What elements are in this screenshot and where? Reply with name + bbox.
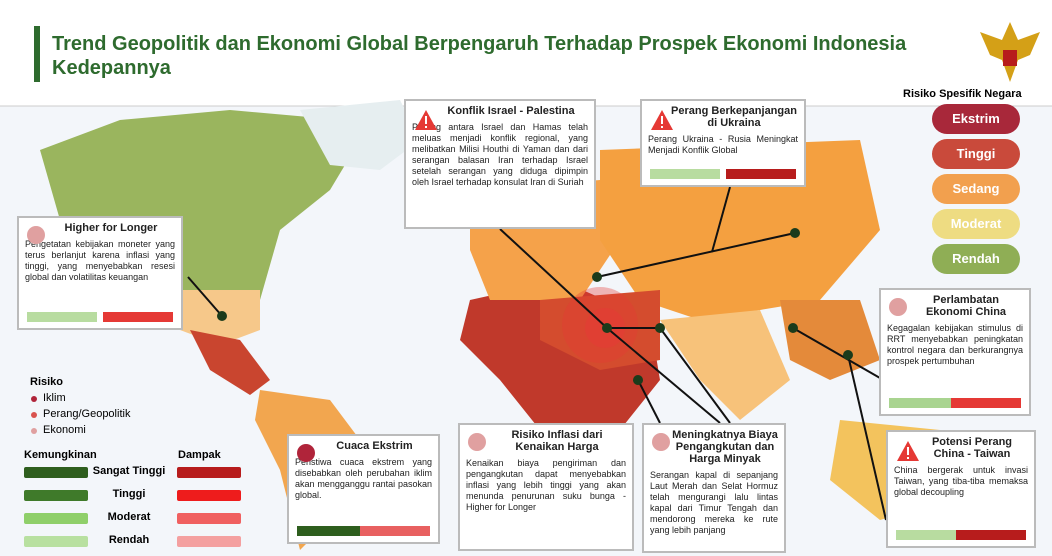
risk-box: Konflik Israel - Palestina Perang antara … <box>404 99 596 229</box>
risk-icon <box>468 433 486 451</box>
box-body: Perang Ukraina - Rusia Meningkat Menjadi… <box>648 134 798 155</box>
risk-level: Sedang <box>932 174 1020 204</box>
impact-swatch <box>177 513 241 524</box>
box-body: Kenaikan biaya pengiriman dan pengangkut… <box>466 458 626 512</box>
risk-icon <box>650 109 673 130</box>
likelihood-bar <box>27 312 97 322</box>
box-bars <box>297 526 430 536</box>
box-title: Konflik Israel - Palestina <box>447 105 575 117</box>
warning-icon <box>897 441 919 461</box>
box-bars <box>650 169 796 179</box>
impact-bar <box>951 398 1021 408</box>
risk-dot <box>31 428 37 434</box>
likelihood-bar <box>896 530 966 540</box>
risk-box: Perang Berkepanjangan di Ukraina Perang U… <box>640 99 806 187</box>
risk-dot <box>31 412 37 418</box>
risk-icon <box>652 433 670 451</box>
risk-dot <box>31 396 37 402</box>
likelihood-bar <box>889 398 959 408</box>
risk-level: Moderat <box>932 209 1020 239</box>
box-title: Perang Berkepanjangan di Ukraina <box>671 105 797 129</box>
box-body: Pengetatan kebijakan moneter yang terus … <box>25 239 175 282</box>
box-bars <box>27 312 173 322</box>
impact-bar <box>956 530 1026 540</box>
risk-icon <box>297 444 315 462</box>
box-title: Potensi Perang China - Taiwan <box>931 436 1013 460</box>
box-title: Higher for Longer <box>64 222 158 234</box>
box-body: Perang antara Israel dan Hamas telah mel… <box>412 122 588 187</box>
impact-swatch <box>177 536 241 547</box>
likelihood-swatch <box>24 536 88 547</box>
level-label: Moderat <box>107 511 151 523</box>
title: Trend Geopolitik dan Ekonomi Global Berp… <box>52 33 907 79</box>
box-title: Meningkatnya Biaya Pengangkutan dan Harg… <box>672 429 778 465</box>
impact-bar <box>103 312 173 322</box>
impact-swatch <box>177 467 241 478</box>
likelihood-bar <box>297 526 367 536</box>
box-body: China bergerak untuk invasi Taiwan, yang… <box>894 465 1028 497</box>
impact-swatch <box>177 490 241 501</box>
box-body: Peristiwa cuaca ekstrem yang disebabkan … <box>295 457 432 500</box>
box-bars <box>889 398 1021 408</box>
risk-box: Potensi Perang China - Taiwan China berge… <box>886 430 1036 548</box>
level-label: Tinggi <box>112 488 146 500</box>
risk-icon <box>896 440 919 461</box>
likelihood-swatch <box>24 513 88 524</box>
risk-levels-title: Risiko Spesifik Negara <box>903 88 1022 100</box>
impact-bar <box>726 169 796 179</box>
risk-legend-title: Risiko <box>30 376 64 388</box>
risk-icon <box>27 226 45 244</box>
warning-icon <box>651 110 673 130</box>
box-title: Perlambatan Ekonomi China <box>925 294 1007 318</box>
risk-box: Cuaca Ekstrim Peristiwa cuaca ekstrem yan… <box>287 434 440 544</box>
risk-level: Tinggi <box>932 139 1020 169</box>
warning-icon <box>415 110 437 130</box>
risk-level: Rendah <box>932 244 1020 274</box>
box-body: Serangan kapal di sepanjang Laut Merah d… <box>650 470 778 535</box>
risk-legend-item: Perang/Geopolitik <box>43 408 131 420</box>
risk-icon <box>889 298 907 316</box>
risk-box: Risiko Inflasi dari Kenaikan Harga Kenaik… <box>458 423 634 551</box>
likelihood-title: Kemungkinan <box>24 449 97 461</box>
level-label: Sangat Tinggi <box>92 465 166 477</box>
impact-bar <box>360 526 430 536</box>
impact-title: Dampak <box>178 449 221 461</box>
box-bars <box>896 530 1026 540</box>
likelihood-swatch <box>24 467 88 478</box>
risk-box: Meningkatnya Biaya Pengangkutan dan Harg… <box>642 423 786 553</box>
risk-legend-item: Ekonomi <box>43 424 86 436</box>
level-label: Rendah <box>108 534 150 546</box>
risk-level: Ekstrim <box>932 104 1020 134</box>
box-title: Risiko Inflasi dari Kenaikan Harga <box>511 429 603 453</box>
risk-icon <box>414 109 437 130</box>
risk-box: Perlambatan Ekonomi China Kegagalan kebij… <box>879 288 1031 416</box>
risk-legend-item: Iklim <box>43 392 66 404</box>
box-body: Kegagalan kebijakan stimulus di RRT meny… <box>887 323 1023 366</box>
likelihood-swatch <box>24 490 88 501</box>
likelihood-bar <box>650 169 720 179</box>
risk-box: Higher for Longer Pengetatan kebijakan mo… <box>17 216 183 330</box>
box-title: Cuaca Ekstrim <box>336 440 413 452</box>
